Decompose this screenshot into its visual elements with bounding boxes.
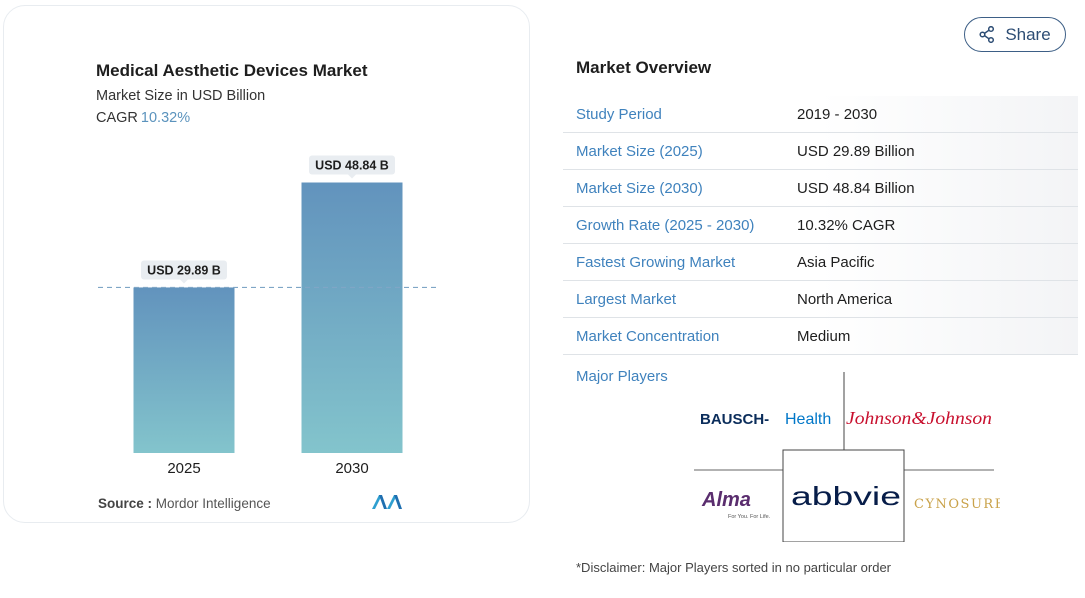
disclaimer: *Disclaimer: Major Players sorted in no … xyxy=(576,560,892,575)
major-players-label: Major Players xyxy=(576,368,668,385)
logo-highlight-box xyxy=(782,449,905,542)
overview-value: North America xyxy=(797,290,893,308)
source-line: Source : Mordor Intelligence xyxy=(98,496,271,511)
overview-value: 2019 - 2030 xyxy=(797,105,878,123)
overview-row: Fastest Growing Market Asia Pacific xyxy=(563,244,1078,281)
data-label-text: USD 48.84 B xyxy=(315,159,389,173)
chart-card xyxy=(3,5,530,523)
cagr-value: 10.32% xyxy=(140,110,191,126)
data-label-bg xyxy=(141,260,227,280)
share-button[interactable]: Share xyxy=(964,17,1066,52)
abbvie-logo: abbvie xyxy=(791,481,901,511)
overview-value: Medium xyxy=(797,327,851,345)
overview-row: Market Size (2025) USD 29.89 Billion xyxy=(563,133,1078,170)
overview-row: Market Concentration Medium xyxy=(563,318,1078,355)
bausch-health-logo: BAUSCH- Health xyxy=(700,411,831,428)
chart-cagr: CAGR 10.32% xyxy=(96,110,190,126)
source-name: Mordor Intelligence xyxy=(155,496,271,511)
major-players-logos: BAUSCH- Health Johnson&Johnson Alma For … xyxy=(694,372,1000,542)
overview-key: Market Size (2025) xyxy=(576,142,703,160)
mordor-logo-icon xyxy=(372,495,402,509)
bar xyxy=(133,287,235,453)
chart-title: Medical Aesthetic Devices Market xyxy=(96,61,368,80)
bausch-word: BAUSCH- xyxy=(700,411,769,428)
source-label: Source : xyxy=(98,496,153,511)
overview-value: 10.32% CAGR xyxy=(797,216,896,234)
overview-key: Market Concentration xyxy=(576,327,720,345)
overview-value: USD 29.89 Billion xyxy=(797,142,915,160)
data-label-pointer xyxy=(348,174,356,179)
data-label: USD 48.84 B xyxy=(309,155,395,179)
overview-key: Market Size (2030) xyxy=(576,179,703,197)
overview-row: Growth Rate (2025 - 2030) 10.32% CAGR xyxy=(563,207,1078,244)
overview-value: USD 48.84 Billion xyxy=(797,179,915,197)
data-label-text: USD 29.89 B xyxy=(147,263,221,277)
overview-row: Market Size (2030) USD 48.84 Billion xyxy=(563,170,1078,207)
x-tick-label: 2030 xyxy=(335,460,368,477)
johnson-johnson-logo: Johnson&Johnson xyxy=(846,408,992,428)
overview-key: Study Period xyxy=(576,105,662,123)
overview-key: Fastest Growing Market xyxy=(576,253,736,271)
share-icon xyxy=(979,26,995,43)
bar xyxy=(301,182,403,454)
overview-key: Growth Rate (2025 - 2030) xyxy=(576,216,755,234)
alma-tagline: For You. For Life. xyxy=(728,514,771,520)
alma-word: Alma xyxy=(701,489,751,511)
health-word: Health xyxy=(785,411,831,428)
x-tick-label: 2025 xyxy=(167,460,200,477)
overview-row: Largest Market North America xyxy=(563,281,1078,318)
share-label: Share xyxy=(1005,24,1051,44)
data-label-pointer xyxy=(180,279,188,284)
overview-value: Asia Pacific xyxy=(797,253,875,271)
overview-table: Study Period 2019 - 2030 Market Size (2025… xyxy=(563,96,1078,355)
overview-key: Largest Market xyxy=(576,290,677,308)
cagr-label: CAGR xyxy=(96,110,138,126)
cynosure-logo: CYNOSURE xyxy=(914,497,1000,512)
overview-row: Study Period 2019 - 2030 xyxy=(563,96,1078,133)
overview-title: Market Overview xyxy=(576,58,712,77)
alma-logo: Alma For You. For Life. xyxy=(701,489,771,520)
bar-chart: USD 29.89 B 2025 USD 48.84 B 2030 xyxy=(98,155,440,477)
data-label: USD 29.89 B xyxy=(141,260,227,284)
data-label-bg xyxy=(309,155,395,175)
chart-subtitle: Market Size in USD Billion xyxy=(96,88,266,104)
